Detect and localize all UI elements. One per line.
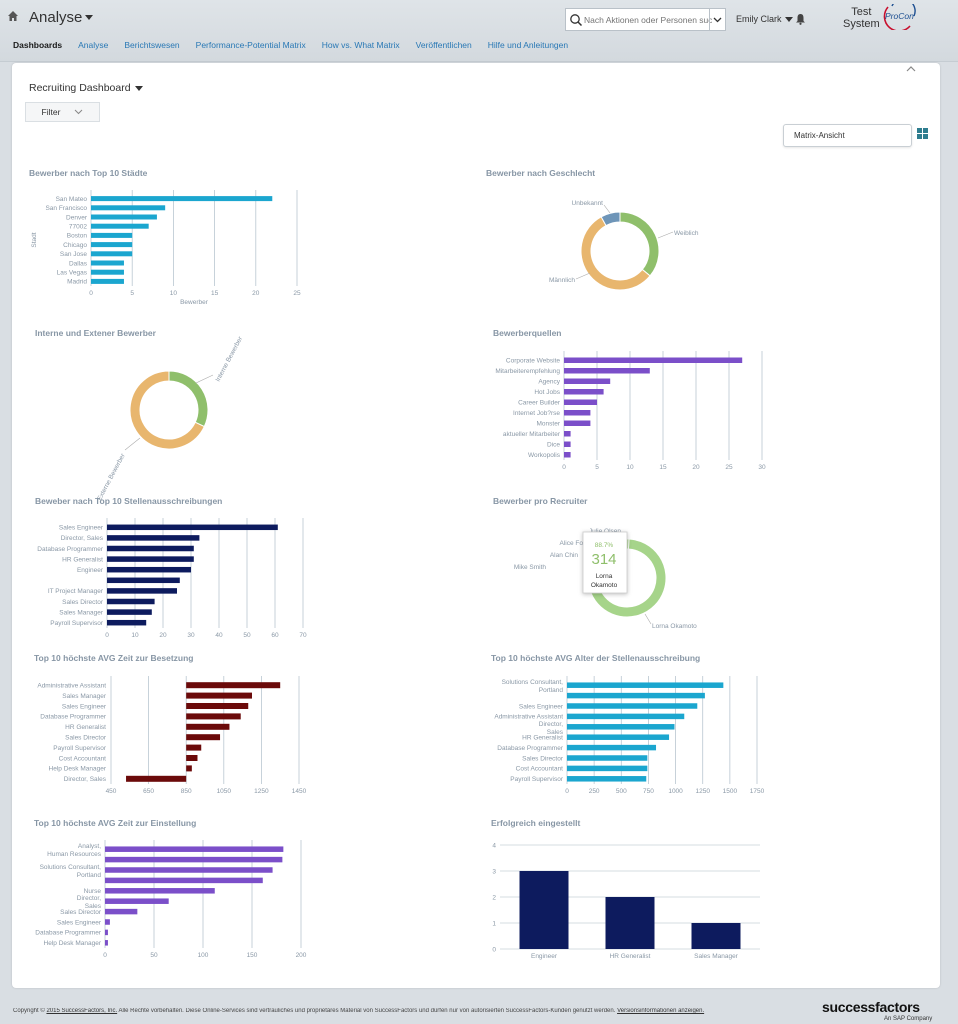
bell-icon[interactable] (795, 13, 806, 25)
collapse-icon[interactable] (906, 65, 916, 73)
search-box[interactable] (565, 8, 726, 31)
matrix-view-button[interactable]: Matrix-Ansicht (783, 124, 912, 147)
chevron-down-icon (75, 109, 83, 115)
nav-dashboards[interactable]: Dashboards (13, 40, 63, 50)
dashboard-card (12, 63, 940, 988)
footer-company-link[interactable]: 2015 SuccessFactors, Inc. (46, 1008, 118, 1014)
title-besetzung: Top 10 höchste AVG Zeit zur Besetzung (34, 653, 194, 663)
company-line1: Test (851, 6, 872, 18)
chevron-down-icon (713, 17, 722, 22)
home-icon[interactable] (7, 10, 19, 22)
filter-button[interactable]: Filter (25, 102, 100, 122)
nav-veroeffentlichen[interactable]: Veröffentlichen (415, 40, 472, 50)
nav-how-what[interactable]: How vs. What Matrix (321, 40, 400, 50)
matrix-label: Matrix-Ansicht (794, 131, 845, 140)
footer: Copyright © 2015 SuccessFactors, Inc. Al… (13, 1008, 803, 1014)
dashboard-selector[interactable]: Recruiting Dashboard (29, 82, 143, 94)
dashboard-title: Recruiting Dashboard (29, 82, 131, 94)
title-staedte: Bewerber nach Top 10 Städte (29, 168, 148, 178)
footer-copyright: Copyright © (13, 1008, 47, 1014)
caret-down-icon (784, 16, 793, 22)
title-intern: Interne und Extener Bewerber (35, 328, 156, 338)
user-name: Emily Clark (736, 14, 782, 24)
filter-label: Filter (41, 107, 61, 117)
company-name: Test System (843, 6, 880, 30)
company-logo: ProCon (883, 4, 916, 30)
title-stellen: Beweber nach Top 10 Stellenausschreibung… (35, 496, 223, 506)
caret-down-icon (134, 85, 143, 91)
nav-hilfe[interactable]: Hilfe und Anleitungen (487, 40, 569, 50)
nav-performance-potential[interactable]: Performance-Potential Matrix (195, 40, 306, 50)
title-erfolgreich: Erfolgreich eingestellt (491, 818, 581, 828)
footer-text: Alle Rechte vorbehalten. Diese Online-Se… (117, 1008, 618, 1014)
nav-berichtswesen[interactable]: Berichtswesen (124, 40, 180, 50)
nav-analyse[interactable]: Analyse (78, 40, 109, 50)
title-einstellung: Top 10 höchste AVG Zeit zur Einstellung (34, 818, 197, 828)
user-menu[interactable]: Emily Clark (736, 14, 793, 24)
title-recruiter: Bewerber pro Recruiter (493, 496, 588, 506)
search-dropdown-button[interactable] (709, 9, 725, 30)
company-line2: System (843, 18, 880, 30)
logo-text: ProCon (885, 11, 914, 21)
successfactors-logo: successfactors (822, 999, 920, 1015)
main-nav: Dashboards Analyse Berichtswesen Perform… (13, 40, 568, 50)
successfactors-sub: An SAP Company (884, 1016, 933, 1022)
grid-view-icon[interactable] (917, 128, 928, 139)
caret-down-icon (85, 15, 94, 20)
search-input[interactable] (584, 14, 712, 25)
title-geschlecht: Bewerber nach Geschlecht (486, 168, 596, 178)
footer-version-link[interactable]: Versionsinformationen anzeigen. (617, 1008, 705, 1014)
title-alter: Top 10 höchste AVG Alter der Stellenauss… (491, 653, 701, 663)
title-quellen: Bewerberquellen (493, 328, 562, 338)
search-icon (570, 13, 583, 26)
module-title: Analyse (29, 9, 83, 26)
module-switcher[interactable]: Analyse (29, 9, 94, 26)
